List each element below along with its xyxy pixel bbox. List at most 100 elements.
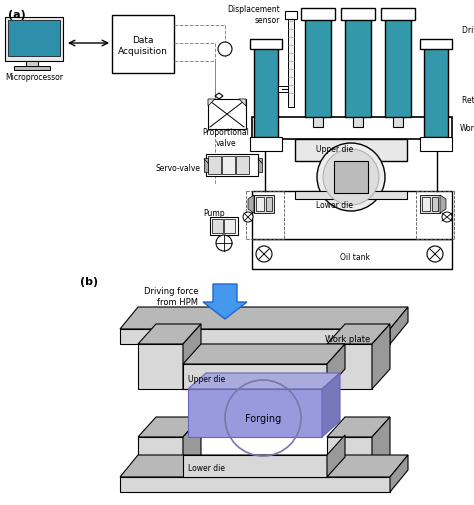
Bar <box>14 67 50 71</box>
Bar <box>120 329 390 344</box>
Bar <box>252 239 452 270</box>
Bar <box>236 157 249 175</box>
Polygon shape <box>372 417 390 477</box>
Bar <box>212 220 223 233</box>
Bar <box>208 100 246 130</box>
Polygon shape <box>138 324 201 344</box>
Bar <box>224 220 235 233</box>
Polygon shape <box>215 94 223 100</box>
Polygon shape <box>208 100 215 107</box>
Bar <box>420 138 452 152</box>
Polygon shape <box>183 417 201 477</box>
Circle shape <box>216 235 232 251</box>
Bar <box>301 9 335 21</box>
Polygon shape <box>120 455 408 477</box>
Polygon shape <box>188 373 340 389</box>
Circle shape <box>323 149 379 206</box>
Polygon shape <box>440 195 446 214</box>
Bar <box>252 118 452 140</box>
Text: Lower die: Lower die <box>188 464 225 473</box>
Bar <box>422 197 430 212</box>
Bar <box>305 18 331 118</box>
Text: Proportional
valve: Proportional valve <box>202 128 249 147</box>
Bar <box>183 455 327 477</box>
Circle shape <box>256 246 272 263</box>
Polygon shape <box>372 324 390 389</box>
Bar <box>345 18 371 118</box>
Polygon shape <box>390 455 408 492</box>
Bar <box>254 195 274 214</box>
Bar <box>258 159 262 173</box>
Polygon shape <box>183 344 345 364</box>
Bar <box>208 157 221 175</box>
Bar <box>120 477 390 492</box>
Text: Workplace: Workplace <box>460 123 474 132</box>
Bar <box>112 16 174 74</box>
Bar <box>327 437 372 477</box>
Text: Return cylinder: Return cylinder <box>462 95 474 105</box>
Bar <box>5 18 63 62</box>
Text: Pump: Pump <box>203 208 225 217</box>
Bar <box>250 138 282 152</box>
Bar <box>393 118 403 128</box>
Polygon shape <box>327 344 345 389</box>
Circle shape <box>317 144 385 212</box>
Text: Driving cylinder: Driving cylinder <box>462 25 474 34</box>
Bar <box>188 389 322 437</box>
Bar <box>254 48 278 138</box>
Bar <box>381 9 415 21</box>
Polygon shape <box>390 308 408 344</box>
Bar <box>256 197 264 212</box>
Polygon shape <box>327 417 390 437</box>
Polygon shape <box>138 417 201 437</box>
Text: (b): (b) <box>80 276 98 286</box>
Text: Upper die: Upper die <box>316 144 354 153</box>
Bar <box>204 159 208 173</box>
Bar <box>26 62 38 67</box>
Bar <box>222 157 235 175</box>
Text: Microprocessor: Microprocessor <box>5 72 63 81</box>
Polygon shape <box>327 435 345 477</box>
Text: Forging: Forging <box>245 413 281 423</box>
Text: Servo-valve: Servo-valve <box>155 163 200 172</box>
Polygon shape <box>327 324 390 344</box>
Bar <box>424 48 448 138</box>
Bar <box>341 9 375 21</box>
Bar <box>138 344 183 389</box>
Text: Work plate: Work plate <box>325 334 370 343</box>
Bar <box>278 87 288 93</box>
Bar <box>138 437 183 477</box>
Bar <box>8 21 60 57</box>
Circle shape <box>243 213 253 223</box>
Polygon shape <box>120 308 408 329</box>
Circle shape <box>427 246 443 263</box>
Bar <box>252 191 452 239</box>
Bar <box>385 18 411 118</box>
Bar <box>266 197 272 212</box>
Bar <box>210 218 238 235</box>
Bar <box>295 191 407 199</box>
Bar <box>183 364 327 389</box>
Polygon shape <box>248 195 254 214</box>
Circle shape <box>218 43 232 57</box>
Bar <box>353 118 363 128</box>
Bar <box>250 40 282 50</box>
Polygon shape <box>203 284 247 319</box>
Text: Driving force
from HPM: Driving force from HPM <box>144 287 198 306</box>
Bar <box>432 197 438 212</box>
Polygon shape <box>239 100 246 107</box>
Text: (a): (a) <box>8 10 26 20</box>
Bar <box>285 12 297 20</box>
Polygon shape <box>183 324 201 389</box>
Bar <box>295 140 407 162</box>
Polygon shape <box>322 373 340 437</box>
Circle shape <box>442 213 452 223</box>
Bar <box>334 162 368 193</box>
Text: Displacement
sensor: Displacement sensor <box>227 5 280 25</box>
Bar <box>420 40 452 50</box>
Text: Upper die: Upper die <box>188 374 225 383</box>
Text: Oil tank: Oil tank <box>340 252 370 261</box>
Bar <box>313 118 323 128</box>
Text: Data
Acquisition: Data Acquisition <box>118 36 168 56</box>
Bar <box>206 155 258 177</box>
